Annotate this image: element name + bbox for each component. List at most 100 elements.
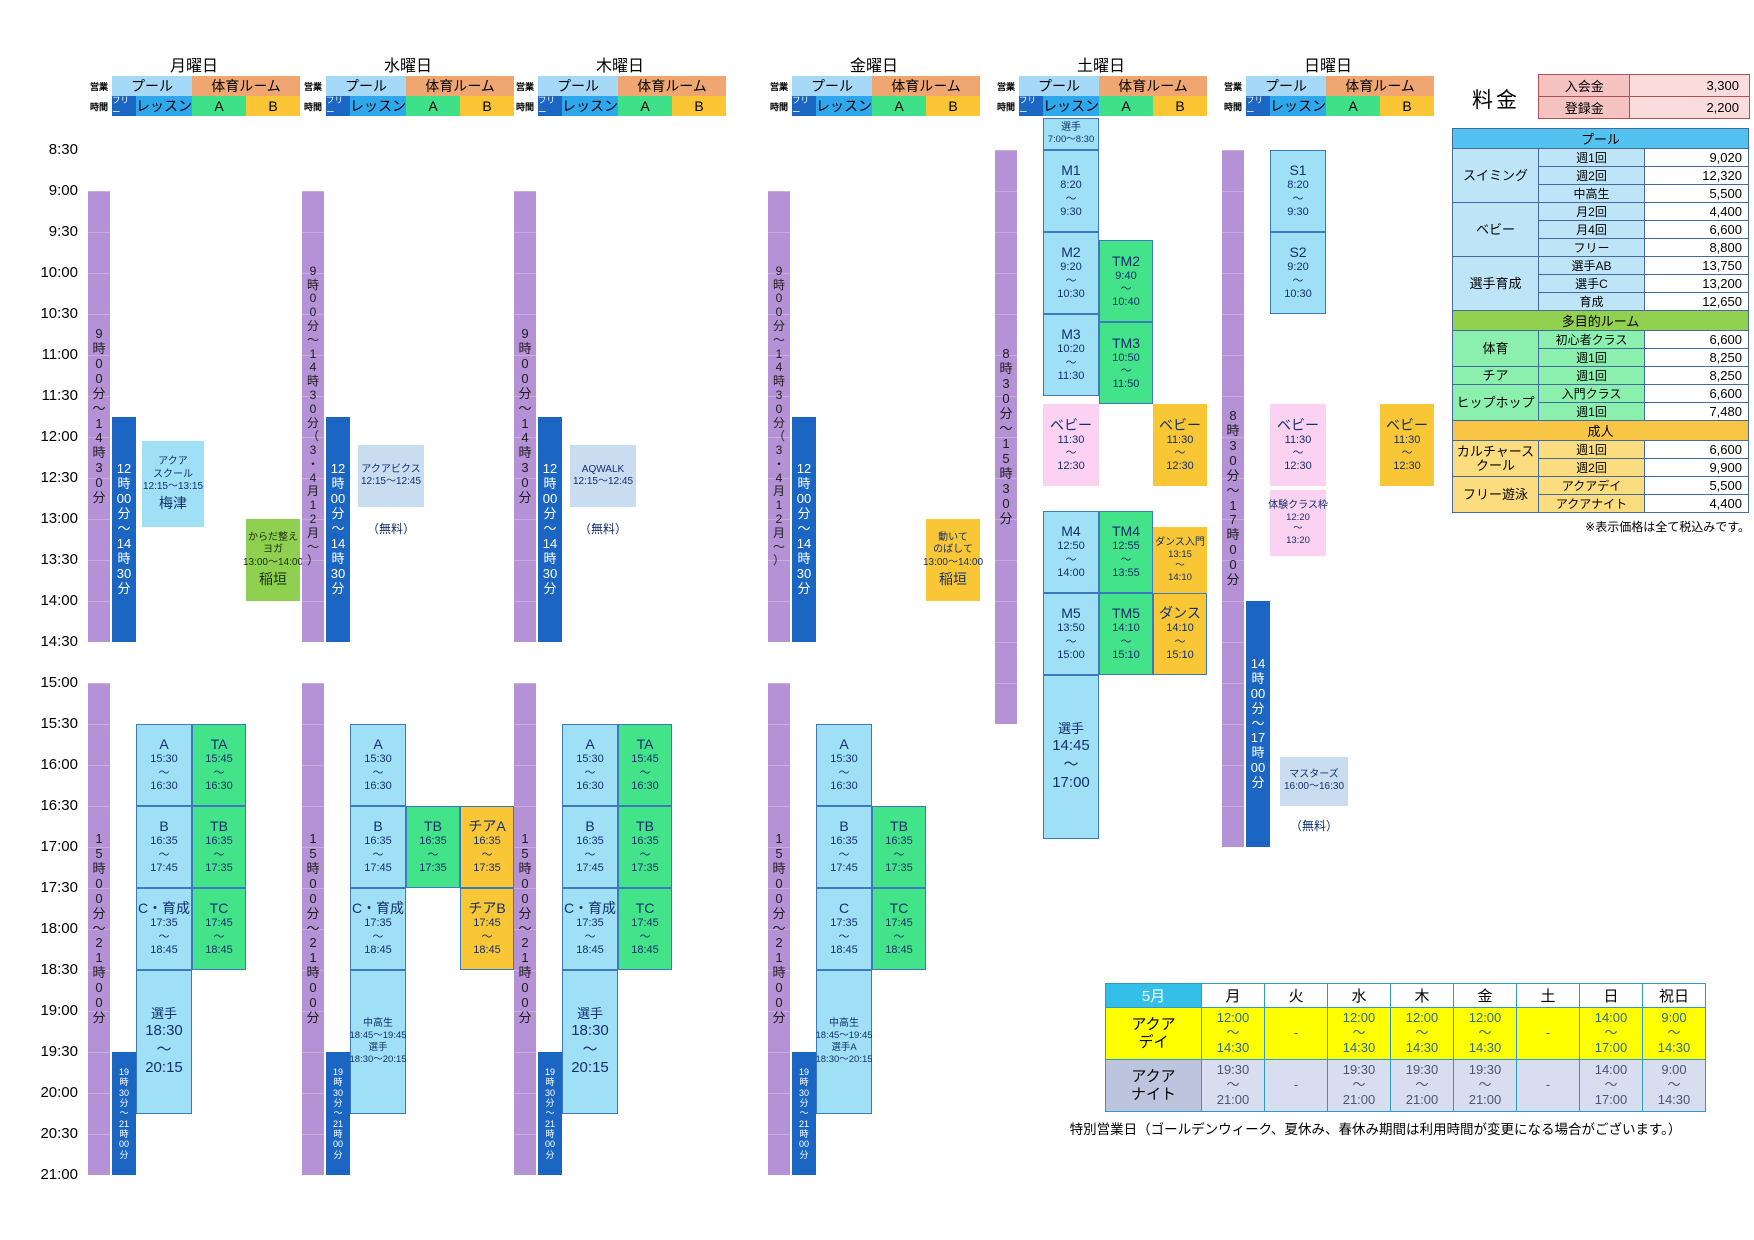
hours-bar-char: 9 xyxy=(309,263,317,278)
class-time: ～ xyxy=(158,848,170,861)
price-item: 週1回 xyxy=(1538,348,1645,367)
hours-bar-char: 分 xyxy=(799,1149,809,1160)
header-pool: プール xyxy=(538,76,618,96)
hours-bar-char: 分 xyxy=(306,415,319,430)
hours-bar-char: 0 xyxy=(1002,495,1010,511)
hours-bar-char: 12 xyxy=(116,461,132,477)
class-name: マスターズ xyxy=(1289,769,1339,781)
price-value: 12,650 xyxy=(1644,292,1749,311)
class-name: からだ整え xyxy=(248,532,298,544)
hours-bar-char: 分 xyxy=(92,490,106,506)
class-block: TA 15:45 ～ 16:30 xyxy=(192,724,246,806)
class-time: 10:30 xyxy=(1284,288,1312,301)
class-block: B 16:35 ～ 17:45 xyxy=(562,806,618,888)
class-block: 選手 18:30 ～ 20:15 xyxy=(136,970,192,1114)
header-gym-room: 体育ルーム xyxy=(192,76,300,96)
class-time: ～ xyxy=(1174,447,1186,460)
header-gym-room: 体育ルーム xyxy=(1326,76,1434,96)
hours-bar-char: 30 xyxy=(798,1087,809,1098)
class-block: TM4 12:55 ～ 13:55 xyxy=(1099,510,1153,593)
header-free: フリー xyxy=(1019,95,1043,117)
class-name: TM5 xyxy=(1112,605,1140,622)
class-block: TA 15:45 ～ 16:30 xyxy=(618,724,672,806)
class-name: 選手 xyxy=(1057,721,1084,737)
class-time: 11:30 xyxy=(1057,433,1085,446)
time-label: 13:00 xyxy=(40,510,78,527)
hours-bar-char: ～ xyxy=(119,1108,129,1119)
class-name: S2 xyxy=(1289,244,1307,261)
hours-bar-char: 4 xyxy=(309,470,317,485)
class-name: TC xyxy=(635,900,655,917)
hours-bar-char: ～ xyxy=(333,1108,343,1119)
class-name: C・育成 xyxy=(563,900,617,917)
hours-bar: 14 時 00 分～ 17 時 00 分 xyxy=(1246,601,1270,847)
class-time: ～ xyxy=(893,848,905,861)
business-label: 営業 xyxy=(996,81,1015,92)
class-time: ～ xyxy=(1174,635,1186,648)
hours-cell: - xyxy=(1264,1059,1328,1112)
hours-bar-char: 0 xyxy=(1002,391,1010,407)
class-name: TB xyxy=(636,818,654,835)
hours-bar-char: ～ xyxy=(545,1108,555,1119)
hours-bar-char: 分 xyxy=(518,1010,532,1026)
hours-bar-char: 分 xyxy=(797,580,811,596)
day-title-mon: 月曜日 xyxy=(169,58,218,75)
hours-bar-char: 時 xyxy=(518,340,532,356)
hours-bar-char: 時 xyxy=(543,475,557,491)
header-gym-a: A xyxy=(1099,96,1153,116)
price-value: 12,320 xyxy=(1644,166,1749,185)
hours-bar-char: 0 xyxy=(309,291,317,306)
hours-bar-char: 時 xyxy=(772,374,785,389)
weekday-header: 月 xyxy=(1201,983,1265,1008)
price-value: 8,800 xyxy=(1644,238,1749,257)
class-block: A 15:30 ～ 16:30 xyxy=(816,724,872,806)
hours-cell: 12:00 ～ 14:30 xyxy=(1453,1007,1517,1060)
class-time: ～ xyxy=(213,848,225,861)
hours-label: 時間 xyxy=(1223,101,1242,112)
hours-bar-char: 時 xyxy=(543,550,557,566)
class-time: ～ xyxy=(639,930,651,943)
price-value: 5,500 xyxy=(1644,476,1749,495)
hours-bar-char: 8 xyxy=(1229,407,1237,423)
header-gym-room: 体育ルーム xyxy=(1099,76,1207,96)
class-block: TB 16:35 ～ 17:35 xyxy=(872,806,926,888)
class-name: 選手 xyxy=(1061,122,1081,134)
hours-bar-char: 1 xyxy=(309,498,317,513)
hours-bar-char: 30 xyxy=(544,1087,555,1098)
class-name: TB xyxy=(210,818,228,835)
class-time: 16:35 xyxy=(473,835,501,848)
day-title-wed: 水曜日 xyxy=(383,58,432,75)
hours-bar-char: 0 xyxy=(521,370,529,386)
pricing-panel: 料金 入会金 3,300 登録金 2,200 プール スイミング 週1回 9,020 週… xyxy=(1452,74,1750,535)
hours-bar-char: 0 xyxy=(309,875,317,891)
class-time: 16:30 xyxy=(205,780,233,793)
hours-bar-char: 3 xyxy=(521,460,529,476)
price-value: 4,400 xyxy=(1644,494,1749,513)
price-value: 6,600 xyxy=(1644,330,1749,349)
class-block: ベビー 11:30 ～ 12:30 xyxy=(1380,404,1434,487)
class-time: 15:10 xyxy=(1166,649,1194,662)
hours-bar: 9 時 0 0 分～ 1 4 時 3 0 分（3 ・ 4 月 1 2 月～） xyxy=(768,191,790,642)
class-time: ～ xyxy=(584,848,596,861)
class-time: 17:35 xyxy=(473,862,501,875)
class-block: M5 13:50 ～ 15:00 xyxy=(1043,592,1099,675)
class-block: 選手 14:45 ～ 17:00 xyxy=(1043,674,1099,839)
hours-bar-char: 00 xyxy=(1250,760,1266,776)
hours-bar-char: 分 xyxy=(1226,467,1240,483)
price-value: 7,480 xyxy=(1644,402,1749,421)
hours-bar-char: 時 xyxy=(772,860,786,876)
header-pool: プール xyxy=(112,76,192,96)
hours-bar: 12 時 00 分～ 14 時 30 分 xyxy=(538,416,562,642)
day-title-fri: 金曜日 xyxy=(849,58,898,75)
hours-bar-char: ～ xyxy=(306,920,320,936)
time-label: 9:00 xyxy=(48,182,78,199)
hours-bar-char: 分 xyxy=(999,510,1013,526)
class-time: 17:45 xyxy=(631,917,659,930)
time-label: 10:00 xyxy=(40,264,78,281)
class-name: TA xyxy=(210,736,228,753)
hours-bar-char: 14 xyxy=(796,535,812,551)
hours-bar-char: 時 xyxy=(331,475,345,491)
hours-bar: 12 時 00 分～ 14 時 30 分 xyxy=(326,416,350,642)
hours-bar-char: 12 xyxy=(330,461,346,477)
hours-bar-char: 1 xyxy=(95,830,103,846)
